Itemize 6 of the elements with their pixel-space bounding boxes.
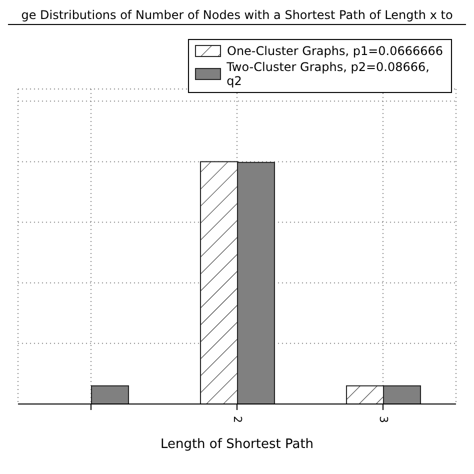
chart-title: ge Distributions of Number of Nodes with a Shortest Path of Length x to: [8, 8, 466, 25]
x-tick-label: 3: [376, 416, 390, 423]
x-axis-title: Length of Shortest Path: [160, 437, 314, 452]
x-tick-label: 2: [230, 416, 244, 423]
legend-label: Two-Cluster Graphs, p2=0.08666, q2: [226, 60, 430, 88]
legend-label: One-Cluster Graphs, p1=0.0666666: [227, 44, 444, 58]
